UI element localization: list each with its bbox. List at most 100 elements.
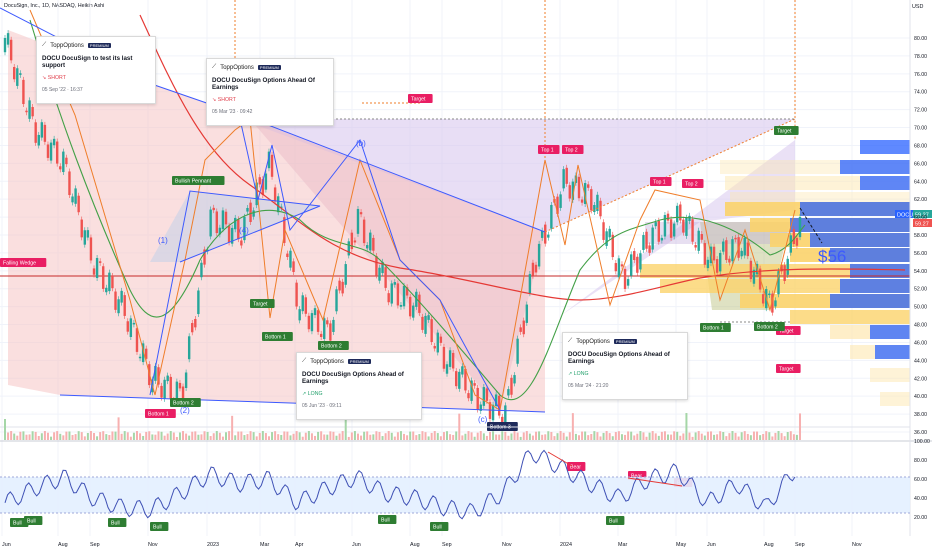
volume-bar [46, 432, 49, 440]
rsi-axis[interactable]: 100.00 80.00 60.00 40.00 20.00 [914, 439, 930, 521]
candle [685, 217, 688, 236]
volume-bar [65, 431, 68, 440]
volume-profile-bar-blue [870, 325, 910, 339]
candle [329, 323, 332, 341]
volume-bar [317, 431, 320, 440]
idea-card-3[interactable]: ⟋ ToppOptions PREMIUM DOCU DocuSign Option… [296, 352, 422, 420]
volume-bar [630, 431, 633, 440]
volume-bar [485, 435, 488, 440]
idea-card-4[interactable]: ⟋ ToppOptions PREMIUM DOCU DocuSign Option… [562, 332, 688, 400]
candle [602, 222, 605, 240]
candle [28, 100, 31, 119]
volume-bar [427, 436, 430, 440]
chart-tag-label: Bull [433, 525, 442, 531]
candle [215, 211, 218, 234]
chart-tag [606, 516, 625, 525]
candle [369, 232, 372, 251]
candle [191, 322, 194, 333]
volume-bar [765, 431, 768, 440]
candle [68, 171, 71, 196]
volume-bar [40, 433, 43, 440]
volume-bar [734, 432, 737, 440]
candle [424, 315, 427, 334]
volume-bar [329, 431, 332, 440]
currency-label: USD [912, 4, 924, 10]
volume-bar [160, 431, 163, 440]
candle [114, 291, 117, 310]
chart-tag [430, 522, 449, 531]
candle [651, 227, 654, 250]
chart-tag-label: Top 2 [565, 148, 578, 154]
chart-tag-label: Bull [153, 525, 162, 531]
time-axis[interactable]: Jun Aug Sep Nov 2023 Mar Apr Jun Aug Sep Nov 2024 Ma… [2, 542, 862, 548]
price-tick-label: 46.00 [914, 340, 927, 346]
candle [40, 122, 44, 138]
volume-profile-bar-blue [840, 160, 910, 174]
candle [501, 416, 504, 425]
candle [439, 336, 443, 343]
price-tick-label: 80.00 [914, 36, 927, 42]
chart-tag-label: Bottom 2 [321, 344, 342, 350]
candle [283, 217, 286, 243]
volume-bar [212, 433, 215, 440]
candle [80, 219, 83, 238]
idea-author: ToppOptions [50, 42, 84, 49]
candle [568, 185, 571, 199]
candle [246, 207, 249, 212]
candle [295, 282, 298, 307]
candle [102, 266, 105, 289]
volume-bar [323, 434, 326, 440]
volume-bar [163, 435, 166, 440]
volume-bar [479, 431, 482, 440]
volume-profile-bar-blue [790, 218, 910, 232]
candle [65, 157, 68, 165]
candle [712, 246, 716, 261]
volume-bar [369, 434, 372, 440]
volume-bar [378, 431, 381, 440]
price-tick-label: 42.00 [914, 376, 927, 382]
volume-bar [139, 433, 142, 440]
volume-profile-bar [790, 310, 910, 324]
volume-bar [627, 431, 630, 440]
volume-bar [301, 436, 304, 440]
candle [485, 388, 489, 401]
chart-tag [0, 258, 47, 267]
volume-bar [442, 432, 445, 440]
candle [648, 245, 651, 253]
idea-card-2[interactable]: ⟋ ToppOptions PREMIUM DOCU DocuSign Option… [206, 58, 334, 126]
volume-bar [182, 431, 185, 440]
volume-bar [455, 431, 458, 440]
volume-bar [544, 434, 547, 440]
price-axis[interactable]: 80.00 78.00 76.00 74.00 72.00 70.00 68.00 66.00… [914, 36, 927, 436]
volume-bar [393, 436, 396, 440]
candle [313, 308, 317, 316]
idea-card-1[interactable]: ⟋ ToppOptions PREMIUM DOCU DocuSign to tes… [36, 36, 156, 104]
candle [663, 214, 667, 237]
premium-badge: PREMIUM [347, 359, 371, 364]
volume-bar [550, 431, 553, 440]
volume-bar [350, 432, 353, 440]
candle [565, 167, 568, 184]
volume-bar [581, 431, 584, 440]
candle [633, 251, 636, 261]
candle [163, 379, 166, 399]
candle [353, 240, 357, 243]
volume-bar [700, 433, 703, 440]
volume-bar [148, 431, 151, 440]
volume-bar [774, 432, 777, 440]
candle [276, 196, 280, 213]
volume-bar [614, 432, 617, 440]
candle [154, 365, 157, 381]
candle [218, 227, 222, 235]
volume-bar [713, 434, 716, 440]
candle [375, 256, 378, 276]
volume-bar [271, 432, 274, 440]
candle [292, 261, 295, 273]
volume-bar [126, 432, 129, 440]
volume-bar [185, 433, 188, 440]
short-icon: ↘ [212, 97, 218, 103]
candle [783, 265, 786, 282]
volume-bar [384, 433, 387, 440]
time-tick-label: Nov [852, 542, 862, 548]
